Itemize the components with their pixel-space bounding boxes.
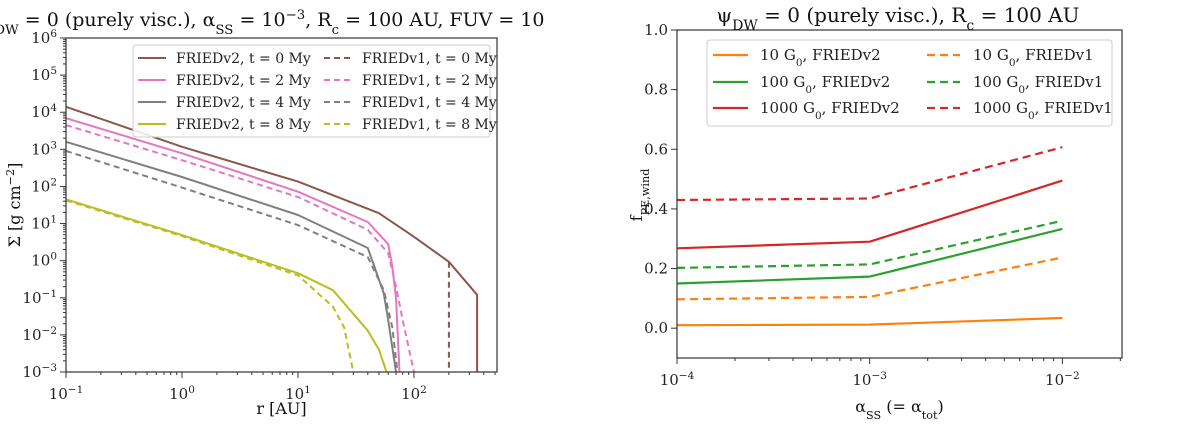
series-line xyxy=(677,146,1063,202)
photoevaporation-fraction-panel: 10−4 10−3 10−2 0.0 0.2 0.4 0.6 0.8 1.0 ψDW = 0 (p… xyxy=(627,3,1123,422)
series-line xyxy=(677,227,1063,285)
y-tick-label: 0.8 xyxy=(644,81,668,99)
y-tick-label: 10−2 xyxy=(22,325,57,344)
legend-item: 100 G0, FRIEDv1 xyxy=(927,73,1103,96)
series-group xyxy=(66,105,479,372)
y-tick-label: 0.6 xyxy=(644,140,668,158)
legend-label: FRIEDv2, t = 4 My xyxy=(176,95,311,111)
legend-label: FRIEDv2, t = 0 My xyxy=(176,51,311,67)
series-line xyxy=(66,117,401,372)
x-tick-label: 101 xyxy=(285,384,311,403)
legend-label: FRIEDv2, t = 8 My xyxy=(176,117,311,133)
series-line xyxy=(66,105,479,372)
series-line xyxy=(677,179,1063,250)
x-tick-label: 10−4 xyxy=(660,370,695,389)
legend-label: FRIEDv2, t = 2 My xyxy=(176,73,311,89)
x-axis-label: αSS (= αtot) xyxy=(855,397,944,422)
series-line xyxy=(66,150,399,372)
y-tick-label: 104 xyxy=(31,102,57,121)
axes-frame xyxy=(65,37,498,373)
legend: FRIEDv2, t = 0 My FRIEDv2, t = 2 My FRIEDv… xyxy=(132,44,497,138)
x-axis-label: r [AU] xyxy=(256,399,306,418)
legend-item: FRIEDv2, t = 0 My xyxy=(138,51,311,67)
y-tick-label: 0.0 xyxy=(644,319,668,337)
chart-title: ψDW = 0 (purely visc.), αSS = 10−3, Rc =… xyxy=(0,8,545,38)
y-tick-label: 0.2 xyxy=(644,260,668,278)
series-line xyxy=(66,199,355,372)
legend-item: FRIEDv1, t = 0 My xyxy=(324,51,497,67)
legend-item: 1000 G0, FRIEDv1 xyxy=(927,99,1113,122)
legend-box xyxy=(706,39,1113,127)
legend-item: 1000 G0, FRIEDv2 xyxy=(713,99,900,122)
x-tick-label: 10−3 xyxy=(852,370,887,389)
series-line xyxy=(677,219,1063,269)
legend-label: FRIEDv1, t = 4 My xyxy=(362,95,497,111)
y-axis-label: fPE,wind xyxy=(627,169,652,222)
y-tick-label: 1.0 xyxy=(644,21,668,39)
legend-item: FRIEDv2, t = 4 My xyxy=(138,95,311,111)
legend-label: 10 G0, FRIEDv1 xyxy=(973,46,1094,69)
x-tick-label: 102 xyxy=(401,384,427,403)
legend-item: FRIEDv2, t = 2 My xyxy=(138,73,311,89)
y-tick-label: 10−3 xyxy=(22,362,57,381)
legend-label: 1000 G0, FRIEDv1 xyxy=(973,99,1113,122)
series-line xyxy=(66,140,397,372)
legend-label: 1000 G0, FRIEDv2 xyxy=(760,99,900,122)
series-line xyxy=(677,316,1063,327)
x-tick-label: 10−2 xyxy=(1045,370,1080,389)
y-tick-label: 10−1 xyxy=(22,288,57,307)
legend-label: 10 G0, FRIEDv2 xyxy=(760,46,881,69)
y-tick-label: 100 xyxy=(31,251,57,270)
x-tick-label: 10−1 xyxy=(49,384,84,403)
y-tick-label: 0.4 xyxy=(644,200,668,218)
series-group xyxy=(677,146,1063,327)
chart-title: ψDW = 0 (purely visc.), Rc = 100 AU xyxy=(716,3,1079,34)
legend-label: FRIEDv1, t = 2 My xyxy=(362,73,497,89)
legend-label: FRIEDv1, t = 0 My xyxy=(362,51,497,67)
y-tick-label: 105 xyxy=(31,65,57,84)
y-tick-label: 101 xyxy=(31,214,57,233)
y-tick-label: 103 xyxy=(31,139,57,158)
legend-item: FRIEDv1, t = 4 My xyxy=(324,95,497,111)
series-line xyxy=(677,256,1063,301)
legend-item: FRIEDv1, t = 2 My xyxy=(324,73,497,89)
legend: 10 G0, FRIEDv2 100 G0, FRIEDv2 1000 G0, FR… xyxy=(706,39,1113,127)
legend-box xyxy=(132,44,491,138)
x-tick-label: 100 xyxy=(169,384,195,403)
legend-label: FRIEDv1, t = 8 My xyxy=(362,117,497,133)
legend-label: 100 G0, FRIEDv1 xyxy=(973,73,1103,96)
series-line xyxy=(66,198,388,372)
legend-label: 100 G0, FRIEDv2 xyxy=(760,73,890,96)
legend-item: FRIEDv2, t = 8 My xyxy=(138,117,311,133)
y-tick-label: 102 xyxy=(31,176,57,195)
y-axis-label: Σ [g cm−2] xyxy=(4,163,25,248)
legend-item: 100 G0, FRIEDv2 xyxy=(713,73,890,96)
legend-item: FRIEDv1, t = 8 My xyxy=(324,117,497,133)
series-line xyxy=(66,124,415,372)
surface-density-panel: 10−1 100 101 102 10−3 10−2 10−1 100 101 102 103 104… xyxy=(0,8,545,419)
legend-item: 10 G0, FRIEDv1 xyxy=(927,46,1094,69)
axes-frame xyxy=(676,29,1123,359)
legend-item: 10 G0, FRIEDv2 xyxy=(713,46,881,69)
y-tick-label: 106 xyxy=(31,28,57,47)
